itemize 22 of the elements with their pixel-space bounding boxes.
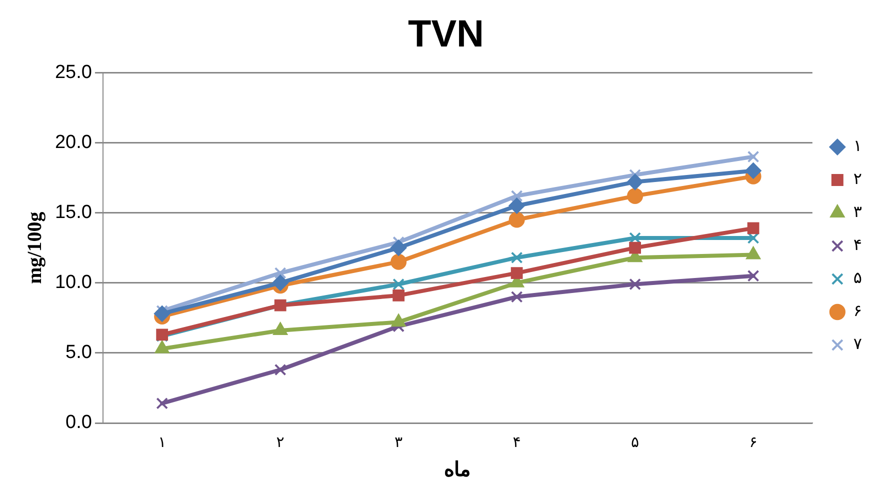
x-tick-label: ۶: [749, 432, 758, 451]
legend-label: ۱: [853, 136, 862, 156]
legend-label: ۷: [853, 334, 862, 354]
y-tick-label: 0.0: [66, 412, 92, 434]
x-tick-label: ۲: [276, 432, 284, 451]
legend-label: ۴: [853, 235, 862, 254]
x-tick-label: ۱: [158, 432, 166, 451]
chart-title: TVN: [408, 13, 484, 56]
x-tick-label: ۵: [631, 432, 640, 451]
y-tick-label: 15.0: [54, 202, 92, 223]
legend-label: ۶: [853, 301, 862, 320]
x-axis-title: ماه: [444, 459, 472, 482]
legend-label: ۲: [853, 169, 862, 188]
y-tick-label: 5.0: [66, 342, 92, 364]
x-tick-label: ۳: [394, 432, 403, 451]
y-tick-label: 20.0: [54, 132, 92, 153]
y-tick-label: 10.0: [54, 272, 92, 294]
x-tick-label: ۴: [512, 432, 521, 451]
legend-label: ۵: [853, 268, 862, 288]
y-tick-label: 25.0: [54, 62, 92, 83]
y-axis-title: mg/100g: [24, 212, 46, 284]
legend-label: ۳: [853, 202, 862, 222]
